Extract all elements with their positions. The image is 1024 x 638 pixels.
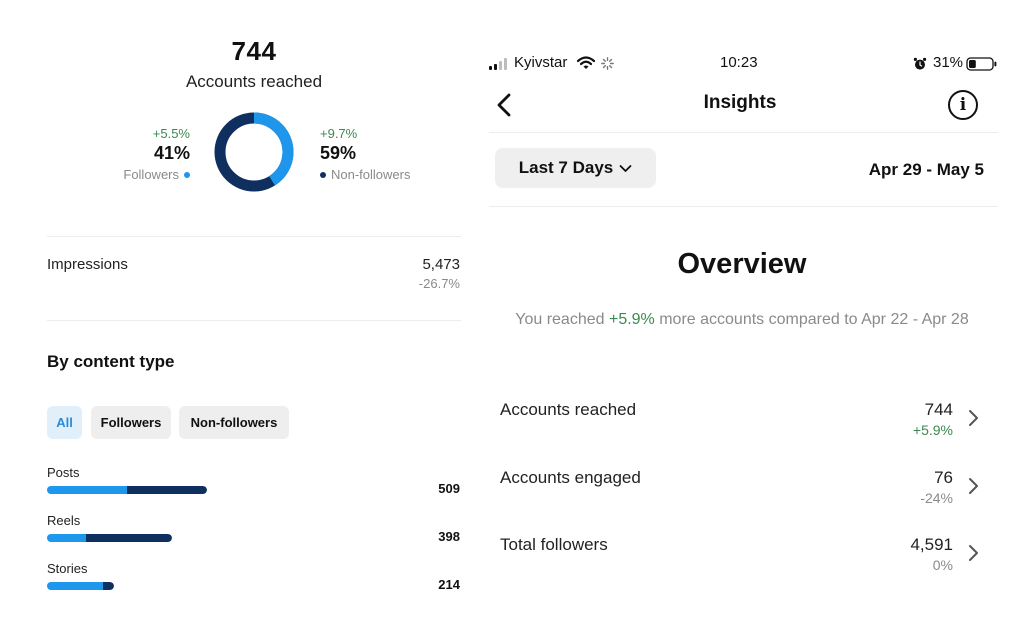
overview-comparison: You reached +5.9% more accounts compared…: [515, 309, 969, 331]
bar-reels-non-followers: [85, 534, 173, 542]
metric-value: 76: [934, 468, 953, 487]
date-range-dropdown-label: Last 7 Days: [518, 158, 614, 177]
bar-value-reels: 398: [438, 529, 460, 544]
comparison-suffix: more accounts compared to Apr 22 - Apr 2…: [654, 311, 969, 328]
bar-value-posts: 509: [438, 481, 460, 496]
non-followers-change: +9.7%: [320, 126, 358, 141]
alarm-icon: [913, 57, 927, 70]
battery-level: [969, 60, 976, 68]
chip-followers[interactable]: Followers: [91, 406, 171, 439]
metric-label: Total followers: [500, 535, 608, 554]
date-range-dropdown[interactable]: Last 7 Days: [495, 148, 656, 188]
accounts-reached-label: Accounts reached: [185, 72, 323, 91]
chip-all[interactable]: All: [47, 406, 82, 439]
reach-donut-chart: [214, 112, 294, 192]
non-followers-stat: +9.7% 59% Non-followers: [320, 126, 430, 182]
donut-segment-followers: [214, 112, 294, 192]
comparison-change: +5.9%: [608, 311, 655, 328]
followers-change: +5.5%: [152, 126, 190, 141]
info-icon: i: [959, 95, 967, 115]
chevron-right-icon: [969, 410, 978, 426]
spinner-icon: [601, 57, 614, 70]
chevron-down-icon: [619, 164, 632, 172]
content-type-title: By content type: [47, 352, 175, 371]
carrier-name: Kyivstar: [514, 54, 568, 71]
bar-label-stories: Stories: [47, 561, 88, 576]
chevron-right-icon: [969, 545, 978, 561]
chevron-left-icon: [497, 93, 511, 117]
divider: [47, 320, 461, 321]
overview-title: Overview: [677, 248, 807, 280]
signal-bars-icon: [489, 58, 507, 70]
metric-change: 0%: [932, 557, 953, 573]
impressions-label: Impressions: [47, 256, 128, 273]
followers-percent: 41%: [153, 143, 190, 163]
accounts-reached-total: 744: [231, 36, 277, 66]
non-followers-percent: 59%: [320, 143, 357, 163]
metric-change: -24%: [920, 490, 953, 506]
chip-non-followers[interactable]: Non-followers: [179, 406, 289, 439]
non-followers-legend-label: Non-followers: [331, 167, 411, 182]
impressions-value: 5,473: [422, 256, 460, 273]
divider: [489, 132, 998, 133]
bar-label-reels: Reels: [47, 513, 81, 528]
metric-label: Accounts reached: [500, 400, 637, 419]
comparison-prefix: You reached: [515, 311, 609, 328]
followers-legend-label: Followers: [123, 167, 179, 182]
followers-legend: Followers: [100, 167, 190, 182]
impressions-change: -26.7%: [418, 276, 460, 291]
divider: [47, 236, 461, 237]
status-time: 10:23: [720, 54, 758, 71]
bar-reels-followers: [47, 534, 86, 542]
info-button[interactable]: i: [948, 90, 978, 120]
bar-label-posts: Posts: [47, 465, 80, 480]
non-followers-legend: Non-followers: [320, 167, 430, 182]
bar-posts: [47, 486, 207, 494]
non-followers-legend-dot: [320, 171, 326, 178]
battery-icon: [966, 57, 997, 71]
followers-legend-dot: [184, 171, 190, 178]
bar-stories-non-followers: [102, 582, 115, 590]
followers-stat: +5.5% 41% Followers: [100, 126, 190, 182]
bar-posts-followers: [47, 486, 127, 494]
bar-stories-followers: [47, 582, 103, 590]
bar-stories: [47, 582, 115, 590]
bar-reels: [47, 534, 173, 542]
back-button[interactable]: [493, 92, 517, 118]
bar-posts-non-followers: [127, 486, 207, 494]
divider: [489, 206, 998, 207]
metric-label: Accounts engaged: [500, 468, 641, 487]
metric-value: 4,591: [910, 535, 953, 554]
chevron-right-icon: [969, 478, 978, 494]
metric-change: +5.9%: [912, 422, 953, 438]
bar-value-stories: 214: [438, 577, 460, 592]
date-range-text: Apr 29 - May 5: [868, 160, 984, 179]
wifi-icon: [577, 56, 595, 69]
battery-percent: 31%: [933, 54, 964, 71]
page-title: Insights: [703, 92, 777, 113]
metric-value: 744: [924, 400, 953, 419]
